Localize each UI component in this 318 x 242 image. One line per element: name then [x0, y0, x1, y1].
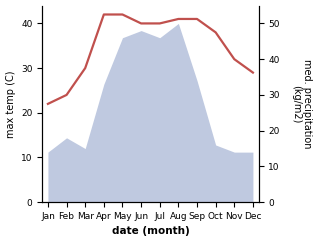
- Y-axis label: max temp (C): max temp (C): [5, 70, 16, 138]
- Y-axis label: med. precipitation
(kg/m2): med. precipitation (kg/m2): [291, 59, 313, 149]
- X-axis label: date (month): date (month): [112, 227, 189, 236]
